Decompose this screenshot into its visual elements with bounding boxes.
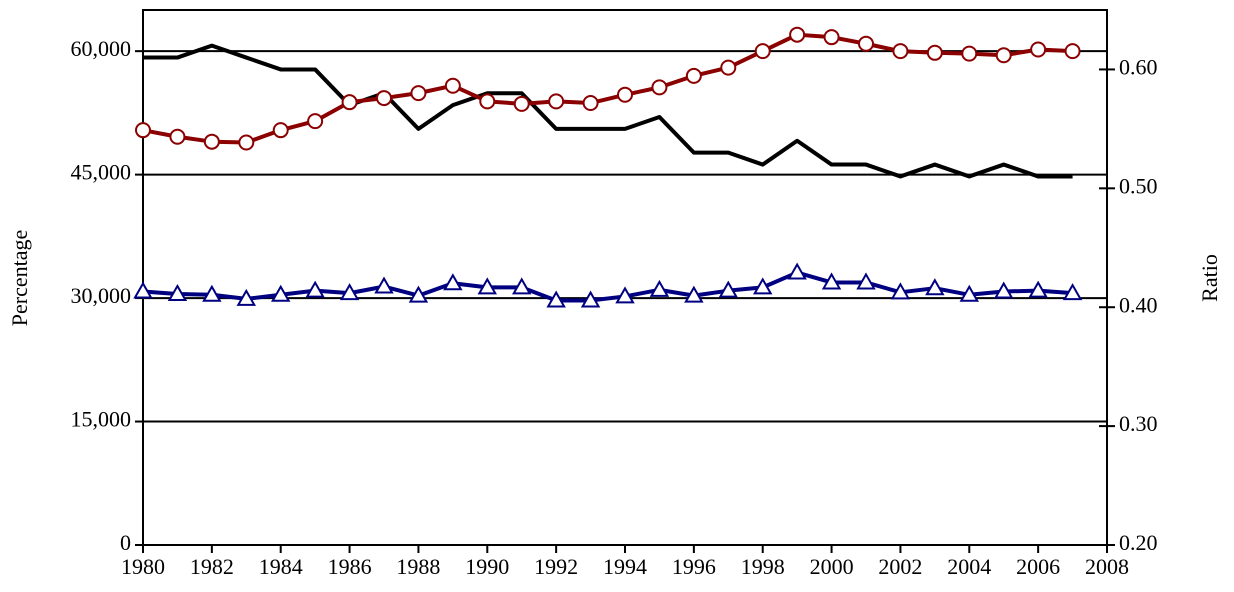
y-tick-label: 15,000 xyxy=(71,407,132,432)
point xyxy=(341,94,358,111)
x-tick-label: 1990 xyxy=(465,554,509,579)
y-tick-label: 0 xyxy=(120,530,131,555)
point xyxy=(203,133,220,150)
point xyxy=(443,273,463,291)
x-tick-label: 1984 xyxy=(259,554,303,579)
y-axis-label: Percentage xyxy=(7,230,32,327)
point xyxy=(615,286,635,304)
x-tick-label: 1996 xyxy=(672,554,716,579)
y-tick-label: 60,000 xyxy=(71,36,132,61)
point xyxy=(649,279,670,297)
point xyxy=(408,285,429,303)
point xyxy=(1028,280,1048,298)
x-tick-label: 1980 xyxy=(121,554,165,579)
point xyxy=(339,283,360,301)
x-tick-label: 1994 xyxy=(603,554,647,579)
point xyxy=(410,85,427,102)
point xyxy=(307,113,324,130)
point xyxy=(892,43,909,60)
y2-tick-label: 0.50 xyxy=(1119,173,1158,198)
point xyxy=(890,282,911,300)
x-tick-label: 1998 xyxy=(741,554,785,579)
x-tick-label: 2006 xyxy=(1016,554,1060,579)
point xyxy=(685,67,702,84)
point xyxy=(684,285,704,303)
point xyxy=(789,26,806,43)
point xyxy=(959,284,980,302)
point xyxy=(236,288,257,306)
point xyxy=(305,280,325,298)
point xyxy=(995,47,1012,64)
series-line xyxy=(143,43,1073,179)
point xyxy=(720,59,737,76)
y-tick-label: 30,000 xyxy=(71,283,132,308)
y2-tick-label: 0.40 xyxy=(1119,292,1158,317)
x-tick-label: 1986 xyxy=(328,554,372,579)
point xyxy=(238,134,255,151)
point xyxy=(651,79,668,96)
point xyxy=(169,128,186,145)
plot-frame xyxy=(142,9,1108,546)
point xyxy=(270,284,291,302)
point xyxy=(272,122,289,139)
point xyxy=(961,45,978,62)
point xyxy=(582,95,599,112)
point xyxy=(754,43,771,60)
series-line xyxy=(142,270,1073,303)
point xyxy=(133,281,153,299)
x-tick-label: 1992 xyxy=(534,554,578,579)
point xyxy=(823,29,840,46)
point xyxy=(548,93,565,110)
point xyxy=(479,93,496,110)
point xyxy=(926,44,943,61)
point xyxy=(580,290,601,308)
point xyxy=(1030,41,1047,58)
point xyxy=(752,277,773,295)
x-tick-label: 2004 xyxy=(947,554,991,579)
point xyxy=(135,122,151,139)
point xyxy=(925,278,945,296)
point xyxy=(444,77,461,94)
y-tick-label: 45,000 xyxy=(71,160,132,185)
y2-tick-label: 0.30 xyxy=(1119,411,1158,436)
x-tick-label: 2000 xyxy=(810,554,854,579)
point xyxy=(511,277,532,295)
point xyxy=(376,90,392,107)
series-line xyxy=(142,32,1073,145)
point xyxy=(167,283,188,301)
point xyxy=(513,95,530,112)
point xyxy=(202,284,222,302)
point xyxy=(858,35,874,52)
x-tick-label: 2002 xyxy=(878,554,922,579)
x-tick-label: 1988 xyxy=(396,554,440,579)
point xyxy=(546,290,566,308)
point xyxy=(1064,43,1081,60)
x-tick-label: 2008 xyxy=(1085,554,1129,579)
point xyxy=(477,277,498,295)
point xyxy=(1062,283,1083,301)
y2-tick-label: 0.60 xyxy=(1119,54,1158,79)
point xyxy=(617,86,633,103)
point xyxy=(993,281,1014,299)
point xyxy=(821,272,842,290)
y2-axis-label: Ratio xyxy=(1197,254,1222,302)
point xyxy=(856,272,876,290)
x-tick-label: 1982 xyxy=(190,554,234,579)
y2-tick-label: 0.20 xyxy=(1119,530,1158,555)
point xyxy=(787,262,807,280)
point xyxy=(374,276,394,294)
point xyxy=(718,280,739,298)
